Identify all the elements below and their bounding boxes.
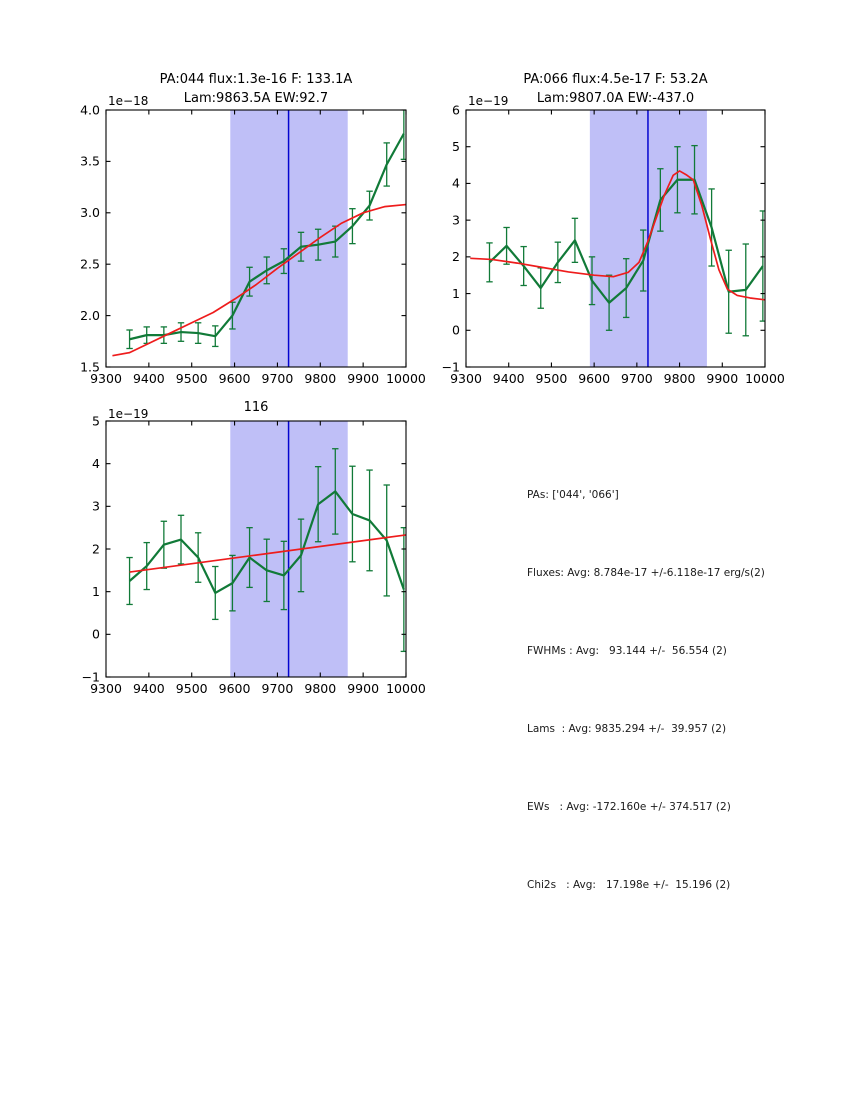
svg-text:9400: 9400 [493, 371, 525, 386]
svg-text:9800: 9800 [304, 371, 336, 386]
axis-tick-labels: 9300 9400 9500 9600 9700 9800 9900 10000 1.5 2.0 2… [80, 102, 426, 386]
svg-text:9700: 9700 [262, 371, 294, 386]
axis-tick-labels: 9300 9400 9500 9600 9700 9800 9900 10000 −1 0 1 2 3 4… [82, 413, 426, 696]
data-line [488, 178, 764, 304]
axis-tick-labels: 9300 9400 9500 9600 9700 9800 9900 10000 −1 0 1 2 3 4… [442, 102, 785, 386]
plot3-axes: 9300 9400 9500 9600 9700 9800 9900 10000 −1 0 1 2 3 4… [82, 413, 426, 696]
svg-text:0: 0 [452, 323, 460, 338]
svg-text:9700: 9700 [621, 371, 653, 386]
svg-text:9700: 9700 [262, 681, 294, 696]
svg-text:3: 3 [452, 212, 460, 227]
svg-text:0: 0 [92, 627, 100, 642]
fit-line [129, 534, 406, 573]
svg-text:3.0: 3.0 [80, 205, 100, 220]
svg-text:9900: 9900 [347, 371, 379, 386]
svg-text:9600: 9600 [219, 371, 251, 386]
data-line [128, 490, 405, 595]
stats-pas: PAs: ['044', '066'] [527, 489, 619, 501]
axes-frame [465, 109, 766, 368]
plot1-axes: 9300 9400 9500 9600 9700 9800 9900 10000 1.5 2.0 2… [80, 102, 426, 386]
svg-text:9400: 9400 [133, 371, 165, 386]
fit-line [112, 203, 406, 357]
svg-text:9900: 9900 [706, 371, 738, 386]
svg-text:9300: 9300 [90, 371, 122, 386]
fit-line [470, 170, 765, 301]
stats-panel: PAs: ['044', '066'] Fluxes: Avg: 8.784e-… [527, 430, 765, 950]
axes-frame [105, 109, 407, 368]
plot3-title-line1: 116 [243, 400, 269, 415]
stats-fwhms: FWHMs : Avg: 93.144 +/- 56.554 (2) [527, 645, 727, 657]
axis-ticks [105, 420, 407, 678]
svg-text:9300: 9300 [90, 681, 122, 696]
stats-fluxes: Fluxes: Avg: 8.784e-17 +/-6.118e-17 erg/… [527, 567, 765, 579]
plot3-y-offset-label: 1e−19 [108, 407, 149, 421]
svg-text:3.5: 3.5 [80, 154, 100, 169]
svg-text:9600: 9600 [219, 681, 251, 696]
svg-text:9600: 9600 [578, 371, 610, 386]
plot2-y-offset-label: 1e−19 [468, 94, 509, 108]
svg-text:9400: 9400 [133, 681, 165, 696]
stats-lams: Lams : Avg: 9835.294 +/- 39.957 (2) [527, 723, 727, 735]
svg-text:10000: 10000 [745, 371, 785, 386]
svg-text:10000: 10000 [386, 681, 426, 696]
data-line [129, 133, 405, 341]
plot1-title-line1: PA:044 flux:1.3e-16 F: 133.1A [159, 72, 353, 87]
svg-text:2: 2 [92, 541, 100, 556]
svg-text:4.0: 4.0 [80, 102, 100, 117]
stats-ews: EWs : Avg: -172.160e +/- 374.517 (2) [527, 801, 731, 813]
svg-text:4: 4 [452, 176, 460, 191]
svg-text:1: 1 [92, 584, 100, 599]
plot1-title: PA:044 flux:1.3e-16 F: 133.1A Lam:9863.5… [106, 71, 406, 108]
plot3-title: 116 [106, 401, 406, 415]
plot1-title-line2: Lam:9863.5A EW:92.7 [183, 90, 329, 106]
svg-text:5: 5 [92, 413, 100, 428]
svg-text:9900: 9900 [347, 681, 379, 696]
plot2-axes: 9300 9400 9500 9600 9700 9800 9900 10000 −1 0 1 2 3 4… [442, 102, 785, 386]
svg-text:9800: 9800 [664, 371, 696, 386]
svg-text:6: 6 [452, 102, 460, 117]
svg-text:2.5: 2.5 [80, 257, 100, 272]
svg-text:−1: −1 [82, 669, 100, 684]
svg-text:9800: 9800 [304, 681, 336, 696]
svg-text:1: 1 [452, 286, 460, 301]
svg-text:2: 2 [452, 249, 460, 264]
plot2-title-line1: PA:066 flux:4.5e-17 F: 53.2A [523, 72, 708, 87]
axis-ticks [465, 109, 766, 368]
svg-text:1.5: 1.5 [80, 359, 100, 374]
svg-text:2.0: 2.0 [80, 308, 100, 323]
axis-ticks [105, 109, 407, 368]
svg-text:9500: 9500 [536, 371, 568, 386]
svg-text:−1: −1 [442, 359, 460, 374]
svg-text:5: 5 [452, 139, 460, 154]
svg-text:9500: 9500 [176, 681, 208, 696]
stats-chi2s: Chi2s : Avg: 17.198e +/- 15.196 (2) [527, 879, 731, 891]
plot2-title: PA:066 flux:4.5e-17 F: 53.2A Lam:9807.0A… [466, 71, 765, 108]
svg-text:10000: 10000 [386, 371, 426, 386]
plot1-y-offset-label: 1e−18 [108, 94, 149, 108]
plot2-title-line2: Lam:9807.0A EW:-437.0 [536, 90, 695, 106]
svg-text:3: 3 [92, 499, 100, 514]
svg-text:4: 4 [92, 456, 100, 471]
svg-text:9300: 9300 [450, 371, 482, 386]
svg-text:9500: 9500 [176, 371, 208, 386]
